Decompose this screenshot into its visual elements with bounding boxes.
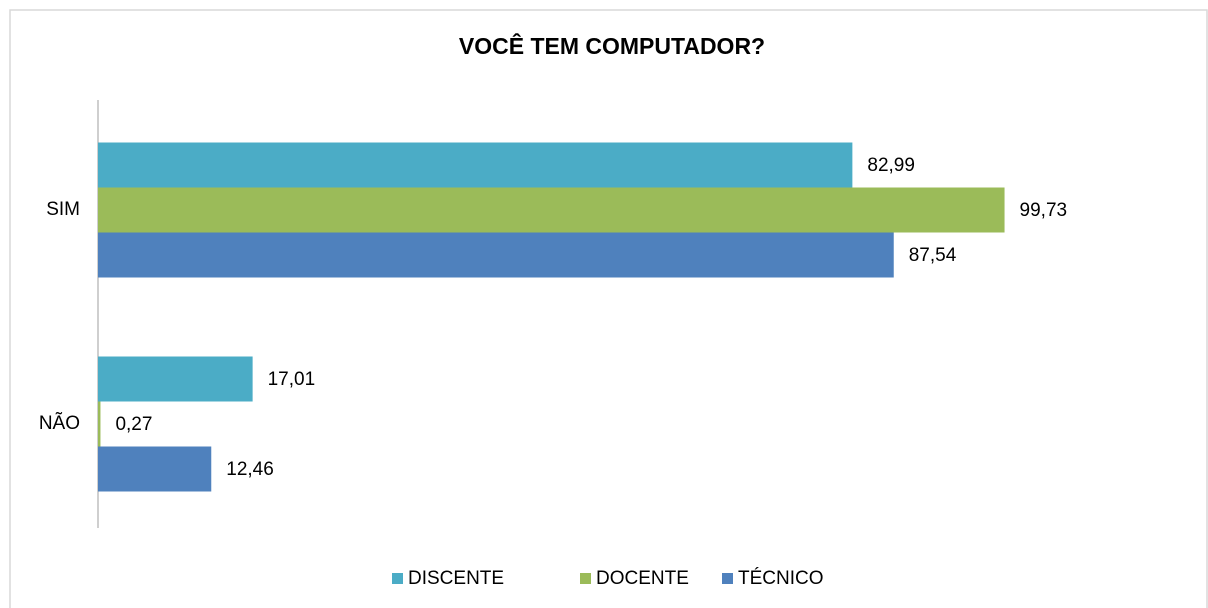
legend-label: DISCENTE [408, 568, 504, 589]
bar [98, 142, 853, 188]
y-tick-label: NÃO [39, 412, 80, 434]
chart-border [9, 9, 1208, 608]
bar [98, 232, 894, 278]
bar [98, 401, 101, 447]
data-label: 0,27 [115, 414, 152, 435]
data-label: 87,54 [909, 245, 957, 266]
legend-label: DOCENTE [596, 568, 689, 589]
data-label: 17,01 [268, 369, 316, 390]
data-label: 12,46 [226, 459, 274, 480]
data-label: 82,99 [867, 155, 915, 176]
bar [98, 446, 212, 492]
y-tick-label: SIM [46, 199, 80, 220]
data-label: 99,73 [1020, 200, 1068, 221]
bar [98, 187, 1005, 233]
bar [98, 356, 253, 402]
legend-swatch [580, 573, 591, 584]
legend-swatch [392, 573, 403, 584]
chart-title: VOCÊ TEM COMPUTADOR? [459, 32, 765, 59]
legend-label: TÉCNICO [738, 568, 824, 589]
legend-swatch [722, 573, 733, 584]
